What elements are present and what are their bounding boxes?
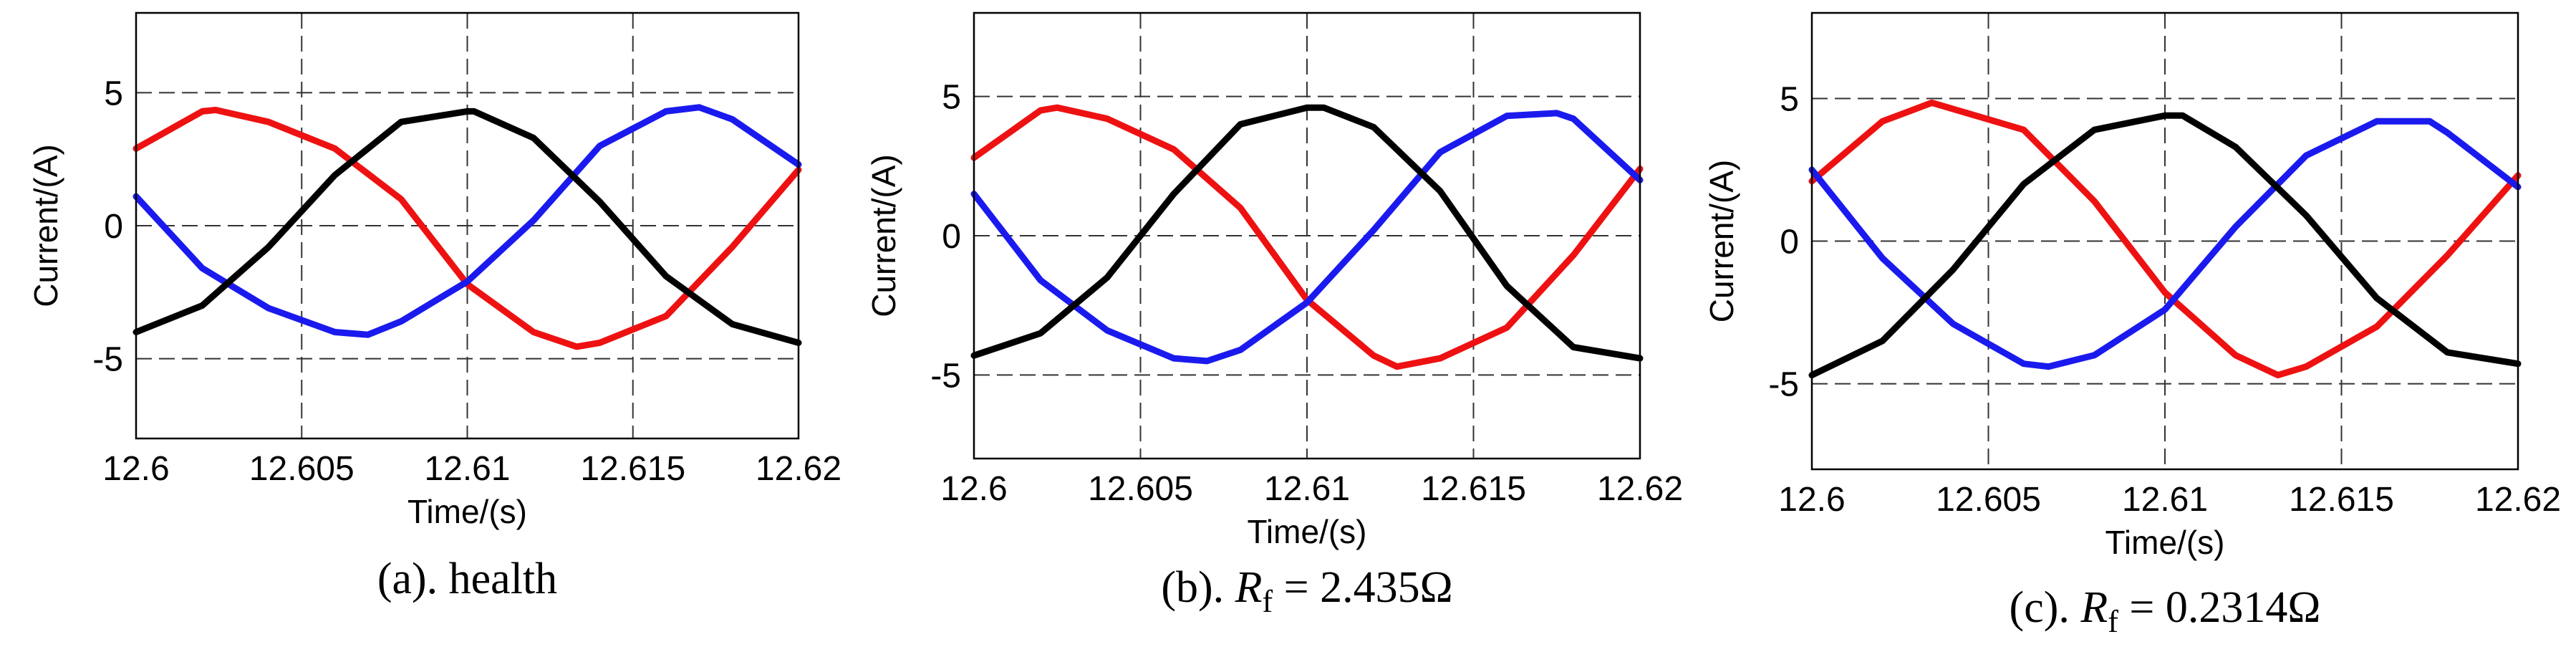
panel-caption: (c). Rf = 0.2314Ω [2010, 583, 2321, 639]
x-tick-label: 12.615 [2289, 481, 2394, 519]
series-line-2 [1808, 112, 2522, 379]
caption-subscript: f [2108, 604, 2118, 639]
y-axis-label: Current/(A) [865, 154, 902, 317]
caption-value: = 2.435Ω [1273, 563, 1453, 612]
caption-prefix: (b). [1161, 563, 1235, 612]
series-line-2 [132, 107, 802, 346]
x-tick-label: 12.61 [1264, 470, 1350, 508]
caption-symbol: R [1235, 563, 1263, 612]
x-tick-label: 12.605 [249, 450, 354, 488]
x-axis-label: Time/(s) [1248, 513, 1367, 550]
x-axis-label: Time/(s) [2105, 524, 2225, 561]
series-line-1 [1808, 118, 2522, 370]
caption-symbol: R [2080, 583, 2108, 632]
caption-value: = 0.2314Ω [2118, 583, 2321, 632]
x-tick-label: 12.615 [580, 450, 685, 488]
x-tick-label: 12.62 [1597, 470, 1683, 508]
x-tick-label: 12.62 [2475, 481, 2561, 519]
x-tick-label: 12.605 [1088, 470, 1193, 508]
x-tick-label: 12.62 [756, 450, 841, 488]
y-tick-label: 5 [104, 75, 123, 112]
panel-0: 12.6 12.605 12.61 12.615 12.62 -5 0 5 Time/(s) Cu… [27, 11, 841, 603]
caption-subscript: f [1262, 584, 1273, 619]
x-tick-label: 12.6 [1778, 481, 1845, 519]
series-line-1 [970, 110, 1644, 365]
x-tick-label: 12.6 [940, 470, 1007, 508]
panel-2: 12.6 12.605 12.61 12.615 12.62 -5 0 5 Time/(s) Cu… [1703, 11, 2561, 639]
plot-frame [973, 11, 1641, 460]
y-tick-label: 0 [942, 218, 961, 256]
series-line-0 [1808, 99, 2522, 379]
x-tick-label: 12.615 [1421, 470, 1526, 508]
x-axis-label: Time/(s) [407, 493, 527, 530]
x-tick-label: 12.61 [424, 450, 510, 488]
y-tick-label: 5 [1780, 80, 1799, 118]
y-axis-label: Current/(A) [27, 144, 64, 307]
y-axis-label: Current/(A) [1703, 160, 1740, 322]
y-tick-label: -5 [1768, 366, 1799, 404]
x-tick-label: 12.61 [2122, 481, 2208, 519]
caption-prefix: (c). [2010, 583, 2081, 632]
plot-frame [1810, 11, 2519, 471]
panel-caption: (b). Rf = 2.435Ω [1161, 563, 1452, 619]
x-tick-label: 12.605 [1936, 481, 2041, 519]
y-tick-label: -5 [92, 341, 123, 379]
series-line-0 [970, 104, 1644, 370]
y-tick-label: 0 [1780, 224, 1799, 262]
panel-1: 12.6 12.605 12.61 12.615 12.62 -5 0 5 Time/(s) Cu… [865, 11, 1683, 619]
x-tick-label: 12.6 [102, 450, 169, 488]
series-line-1 [132, 104, 802, 338]
y-tick-label: 5 [942, 79, 961, 117]
panel-caption: (a). health [377, 555, 557, 603]
y-tick-label: -5 [930, 357, 961, 395]
series-line-2 [970, 104, 1644, 362]
plot-frame [135, 11, 800, 440]
y-tick-label: 0 [104, 208, 123, 246]
